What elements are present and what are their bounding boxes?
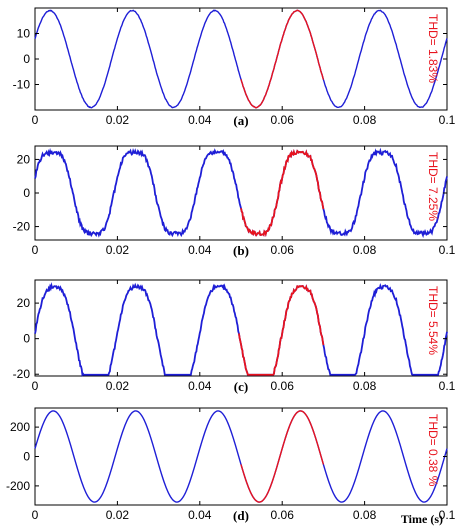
y-tick-label: 0 (23, 186, 30, 200)
highlighted-cycle-line (240, 410, 325, 503)
y-tick-label: 10 (17, 27, 31, 41)
waveform-line (34, 9, 448, 109)
y-tick-label: -10 (13, 78, 31, 92)
x-tick-label: 0.1 (439, 243, 456, 257)
x-tick-label: 0 (32, 243, 39, 257)
x-tick-label: 0.02 (106, 113, 130, 127)
x-tick-label: 0.06 (271, 113, 295, 127)
axes-frame (34, 279, 448, 377)
x-tick-label: 0.08 (353, 243, 377, 257)
thd-annotation: THD= 7.25% (426, 152, 440, 221)
thd-annotation: THD= 5.54% (426, 286, 440, 355)
y-tick-label: 0 (23, 450, 30, 464)
x-tick-label: 0.08 (353, 508, 377, 522)
x-tick-label: 0.06 (271, 243, 295, 257)
panel-label: (b) (233, 243, 249, 258)
x-tick-label: 0.06 (271, 379, 295, 393)
panel-1: 0 0.02 0.04 0.06 0.08 0.1 10 0 -10 (a) THD= 1.83% (13, 7, 456, 128)
x-tick-label: 0.04 (188, 508, 212, 522)
x-tick-label: 0.02 (106, 379, 130, 393)
panel-label: (c) (234, 379, 248, 394)
y-tick-label: 0 (23, 52, 30, 66)
y-tick-label: 0 (23, 332, 30, 346)
y-tick-label: -20 (13, 367, 31, 381)
thd-annotation: THD= 0.38 % (426, 414, 440, 487)
x-tick-label: 0 (32, 379, 39, 393)
highlighted-cycle-line (238, 284, 325, 376)
x-tick-label: 0.06 (271, 508, 295, 522)
y-tick-label: -20 (13, 220, 31, 234)
x-tick-label: 0.04 (188, 113, 212, 127)
x-tick-label: 0.08 (353, 113, 377, 127)
waveform-line (34, 410, 448, 503)
highlighted-cycle-line (240, 9, 325, 109)
x-tick-label: 0.1 (439, 379, 456, 393)
x-tick-label: 0.1 (439, 508, 456, 522)
highlighted-cycle-line (240, 148, 325, 237)
thd-annotation: THD= 1.83% (426, 14, 440, 83)
x-tick-label: 0.08 (353, 379, 377, 393)
y-tick-label: 20 (17, 152, 31, 166)
x-tick-label: 0.04 (188, 243, 212, 257)
x-tick-label: 0.1 (439, 113, 456, 127)
y-tick-label: 200 (10, 420, 30, 434)
panel-label: (d) (233, 508, 249, 523)
axes-frame (34, 7, 448, 111)
x-tick-label: 0.02 (106, 243, 130, 257)
axes-frame (34, 145, 448, 241)
waveform-line (34, 147, 448, 239)
x-tick-label: 0.04 (188, 379, 212, 393)
waveform-line (34, 282, 448, 377)
panel-label: (a) (233, 113, 248, 128)
panel-4: 0 0.02 0.04 0.06 0.08 0.1 200 0 -200 (d) THD= 0.38… (6, 407, 456, 526)
x-tick-label: 0.02 (106, 508, 130, 522)
x-tick-label: 0 (32, 508, 39, 522)
x-axis-label: Time (s) (401, 512, 443, 526)
y-tick-label: -200 (6, 479, 30, 493)
y-tick-label: 20 (17, 296, 31, 310)
x-tick-label: 0 (32, 113, 39, 127)
axes-frame (34, 407, 448, 506)
